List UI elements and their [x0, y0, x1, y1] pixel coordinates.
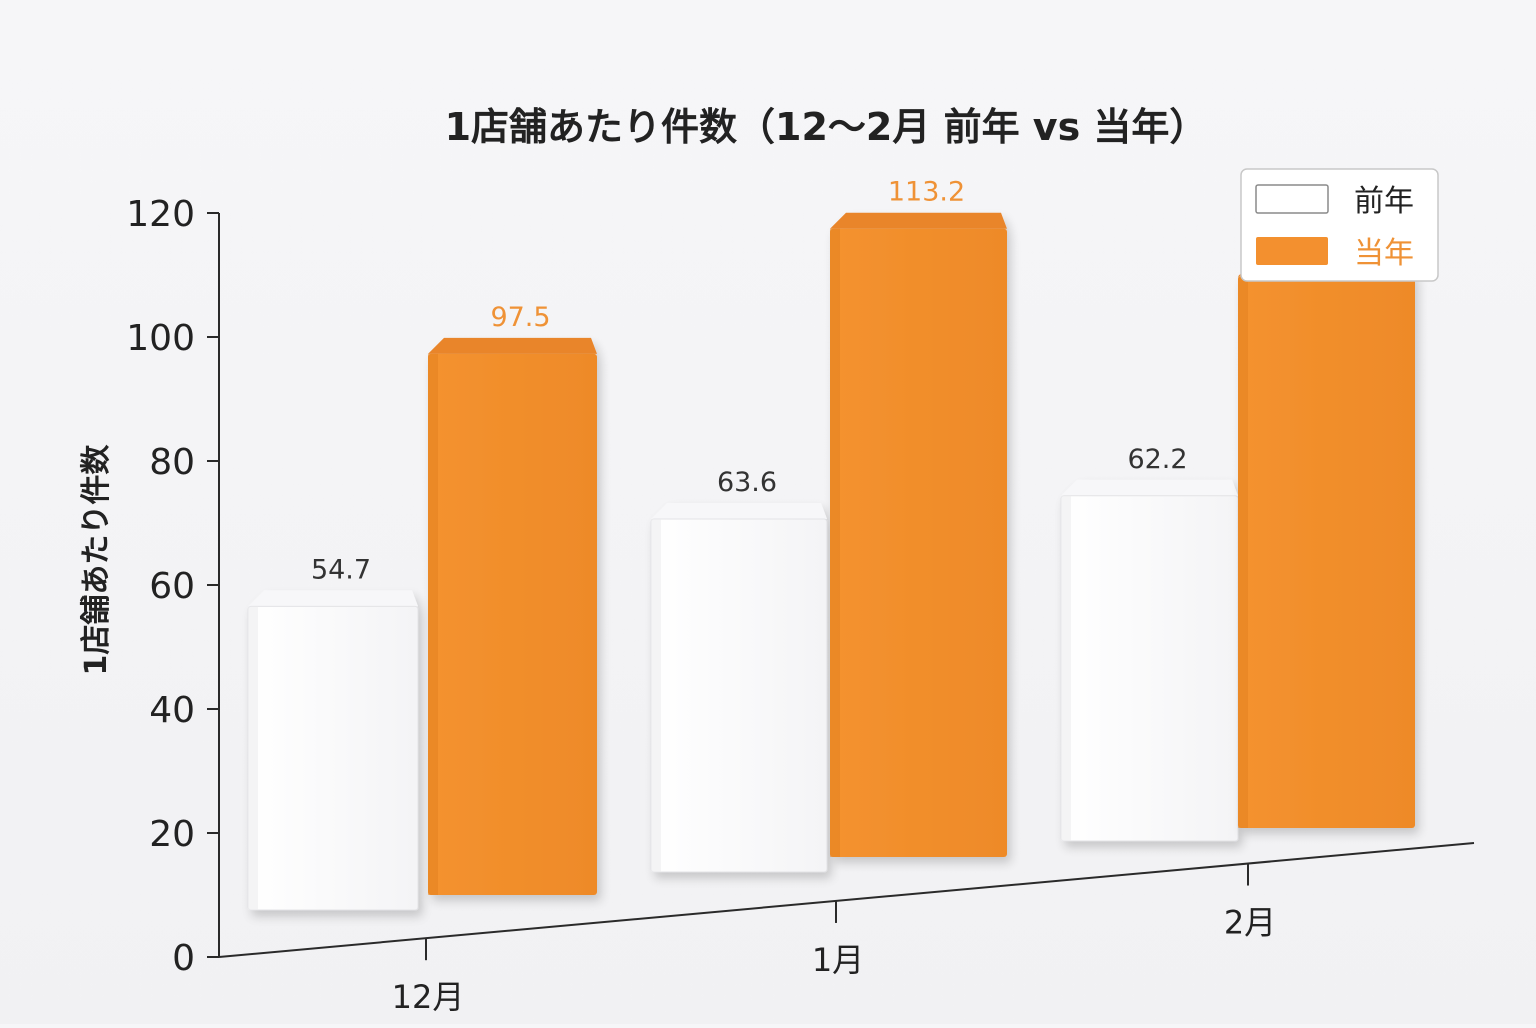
bar-front-face [247, 605, 419, 911]
x-tick-label: 2月 [1224, 904, 1276, 942]
bar-front-face [1060, 495, 1239, 842]
bar-current-year [830, 212, 1007, 858]
legend-label-previous-year: 前年 [1354, 184, 1414, 219]
bar-value-label: 54.7 [311, 554, 371, 585]
y-tick-label: 80 [149, 442, 195, 483]
bar-side-face [1238, 276, 1248, 829]
bar-previous-year [650, 503, 828, 873]
bar-front-face [830, 228, 1007, 858]
bar-front-face [428, 353, 597, 895]
bar-top-face [651, 503, 827, 520]
legend-label-current-year: 当年 [1354, 236, 1414, 271]
bar-side-face [1061, 495, 1071, 841]
bar-front-face [650, 518, 828, 873]
y-tick-label: 0 [172, 938, 195, 979]
bar-top-face [830, 212, 1007, 229]
bar-front-face [1238, 276, 1415, 829]
bar-value-label: 62.2 [1127, 444, 1187, 475]
y-tick-label: 100 [126, 318, 195, 359]
bar-top-face [248, 590, 418, 607]
y-tick-label: 20 [149, 814, 195, 855]
bar-value-label: 97.5 [490, 302, 550, 333]
y-tick-label: 120 [126, 194, 195, 235]
bar-top-face [1061, 479, 1238, 496]
bar-side-face [830, 228, 840, 858]
bar-current-year [1238, 260, 1415, 829]
bar-value-label: 113.2 [888, 177, 965, 208]
bar-current-year [428, 337, 597, 895]
bar-side-face [651, 519, 661, 872]
bar-previous-year [1060, 479, 1239, 842]
axes: 0 20 40 60 80 100 120 12月 1月 2月 [126, 194, 1475, 1016]
bar-value-label: 63.6 [717, 467, 777, 498]
x-tick-label: 12月 [392, 978, 465, 1016]
legend-swatch-previous-year [1255, 184, 1329, 214]
y-tick-label: 40 [149, 690, 195, 731]
bars [247, 212, 1415, 911]
bar-top-face [428, 337, 597, 354]
chart-title: 1店舗あたり件数（12〜2月 前年 vs 当年） [445, 105, 1208, 149]
x-tick-label: 1月 [812, 941, 864, 979]
legend: 前年 当年 [1240, 168, 1439, 282]
y-tick-label: 60 [149, 566, 195, 607]
bar-previous-year [247, 590, 419, 911]
bar-side-face [248, 606, 258, 910]
legend-swatch-current-year [1256, 237, 1328, 265]
x-axis-line [218, 842, 1475, 958]
bar-side-face [428, 353, 438, 895]
y-axis-title: 1店舗あたり件数 [79, 444, 114, 676]
